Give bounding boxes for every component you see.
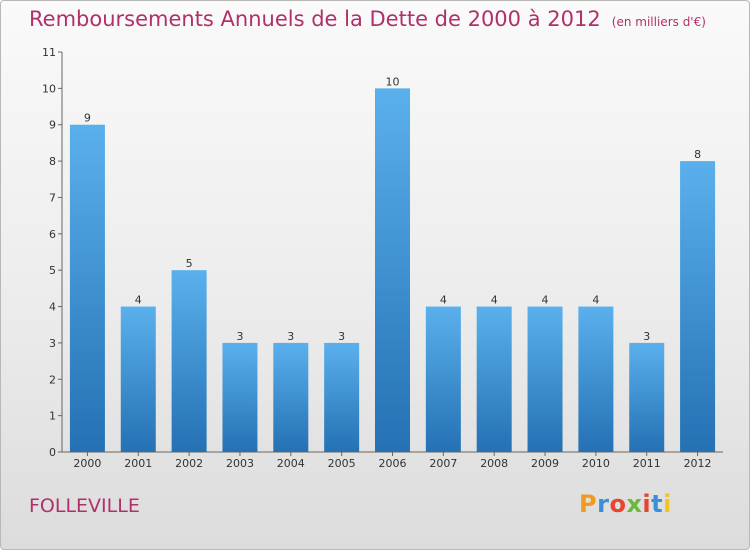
x-tick-label: 2009 (531, 457, 559, 470)
data-label: 4 (440, 294, 447, 307)
bar (425, 306, 461, 452)
bar (375, 88, 410, 452)
data-label: 3 (643, 330, 650, 343)
x-tick-label: 2012 (684, 457, 712, 470)
y-tick-label: 5 (49, 264, 56, 277)
bar (476, 306, 512, 452)
x-tick-label: 2008 (480, 457, 508, 470)
data-label: 3 (236, 330, 243, 343)
bar (680, 161, 716, 452)
data-label: 8 (694, 148, 701, 161)
bar (324, 342, 360, 452)
bar (171, 270, 207, 452)
x-tick-label: 2001 (124, 457, 152, 470)
y-tick-label: 0 (49, 446, 56, 459)
x-tick-label: 2004 (277, 457, 305, 470)
chart-unit: (en milliers d'€) (611, 15, 706, 29)
y-tick-label: 4 (49, 301, 56, 314)
x-tick-label: 2000 (73, 457, 101, 470)
city-name: FOLLEVILLE (29, 495, 140, 517)
bar (273, 342, 309, 452)
y-tick-label: 3 (49, 337, 56, 350)
y-tick-label: 7 (49, 191, 56, 204)
data-label: 3 (338, 330, 345, 343)
data-label: 4 (592, 294, 599, 307)
x-tick-label: 2010 (582, 457, 610, 470)
data-label: 4 (491, 294, 498, 307)
data-label: 3 (287, 330, 294, 343)
y-tick-label: 6 (49, 228, 56, 241)
data-label: 5 (186, 257, 193, 270)
data-label: 10 (386, 75, 400, 88)
y-tick-label: 2 (49, 373, 56, 386)
x-tick-label: 2003 (226, 457, 254, 470)
bar (120, 306, 156, 452)
chart-title-row: Remboursements Annuels de la Dette de 20… (29, 7, 706, 31)
bar (69, 124, 105, 453)
y-tick-label: 9 (49, 119, 56, 132)
x-tick-label: 2007 (429, 457, 457, 470)
data-label: 4 (542, 294, 549, 307)
x-tick-label: 2011 (633, 457, 661, 470)
bar (222, 342, 258, 452)
x-tick-label: 2005 (328, 457, 356, 470)
bar (527, 306, 563, 452)
proxiti-logo: Proxiti (579, 490, 672, 518)
data-label: 9 (84, 112, 91, 125)
y-tick-label: 10 (42, 82, 56, 95)
y-tick-label: 1 (49, 410, 56, 423)
x-tick-label: 2002 (175, 457, 203, 470)
bar (629, 342, 665, 452)
data-label: 4 (135, 294, 142, 307)
x-tick-label: 2006 (379, 457, 407, 470)
chart-title: Remboursements Annuels de la Dette de 20… (29, 7, 601, 31)
y-tick-label: 11 (42, 46, 56, 59)
y-tick-label: 8 (49, 155, 56, 168)
bar (578, 306, 614, 452)
